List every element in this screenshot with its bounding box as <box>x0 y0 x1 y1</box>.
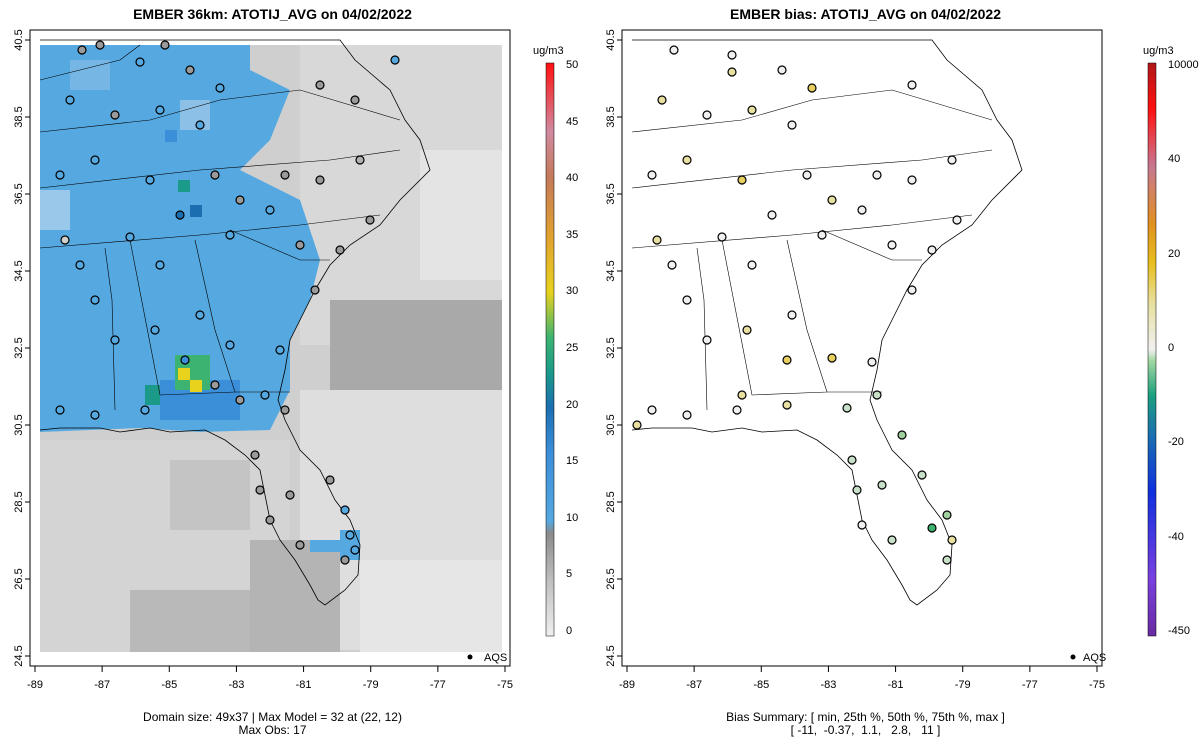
x-tick-label: -87 <box>94 679 110 691</box>
colorbar-tick-label: -20 <box>1168 436 1184 449</box>
left-colorbar-unit: ug/m3 <box>533 45 564 57</box>
colorbar-tick-label: 10 <box>566 511 579 524</box>
x-tick-label: -79 <box>363 679 379 691</box>
colorbar-tick-label: 10000 <box>1168 59 1199 71</box>
x-tick-label: -77 <box>1022 679 1038 691</box>
y-tick-label: 30.5 <box>605 414 617 435</box>
right-axes: 40.5 38.5 36.5 34.5 32.5 30.5 28.5 26.5 24.5 -89 -… <box>605 29 1105 691</box>
y-tick-label: 34.5 <box>605 260 617 281</box>
y-tick-label: 36.5 <box>605 183 617 204</box>
y-tick-label: 36.5 <box>13 183 25 204</box>
right-caption-line1: Bias Summary: [ min, 25th %, 50th %, 75t… <box>726 710 1005 724</box>
y-tick-label: 40.5 <box>13 29 25 50</box>
y-tick-label: 26.5 <box>605 568 617 589</box>
y-tick-label: 40.5 <box>605 29 617 50</box>
left-colorbar <box>545 62 555 637</box>
y-tick-label: 32.5 <box>13 337 25 358</box>
x-tick-label: -81 <box>296 679 312 691</box>
y-tick-label: 38.5 <box>605 106 617 127</box>
colorbar-tick-label: 35 <box>566 228 579 241</box>
left-caption-line2: Max Obs: 17 <box>238 723 307 737</box>
colorbar-tick-label: 20 <box>566 398 579 411</box>
left-legend-dot <box>467 654 473 660</box>
x-tick-label: -87 <box>686 679 702 691</box>
x-tick-label: -81 <box>888 679 904 691</box>
right-panel-title: EMBER bias: ATOTIJ_AVG on 04/02/2022 <box>729 6 1002 22</box>
right-caption-line2: [ -11, -0.37, 1.1, 2.8, 11 ] <box>790 723 941 737</box>
left-panel-title: EMBER 36km: ATOTIJ_AVG on 04/02/2022 <box>133 6 412 22</box>
x-tick-label: -83 <box>228 679 244 691</box>
right-colorbar-unit: ug/m3 <box>1143 45 1174 57</box>
colorbar-tick-label: 20 <box>1168 247 1181 260</box>
colorbar-tick-label: 45 <box>566 115 579 128</box>
x-tick-label: -75 <box>497 679 513 691</box>
y-tick-label: 24.5 <box>13 645 25 666</box>
right-legend-dot <box>1070 654 1076 660</box>
colorbar-tick-label: 50 <box>566 59 579 71</box>
right-colorbar <box>1147 62 1157 637</box>
colorbar-tick-label: 0 <box>566 625 573 637</box>
colorbar-tick-label: 30 <box>566 285 579 298</box>
left-obs-points <box>55 40 400 565</box>
colorbar-tick-label: 5 <box>566 568 573 581</box>
colorbar-tick-label: 0 <box>1168 342 1175 354</box>
x-tick-label: -89 <box>27 679 43 691</box>
y-tick-label: 28.5 <box>605 491 617 512</box>
y-tick-label: 38.5 <box>13 106 25 127</box>
colorbar-tick-label: 40 <box>566 172 579 185</box>
x-tick-label: -83 <box>820 679 836 691</box>
y-tick-label: 24.5 <box>605 645 617 666</box>
x-tick-label: -89 <box>619 679 635 691</box>
x-tick-label: -77 <box>430 679 446 691</box>
y-tick-label: 34.5 <box>13 260 25 281</box>
right-bias-map <box>631 39 1076 660</box>
x-tick-label: -75 <box>1089 679 1105 691</box>
left-caption-line1: Domain size: 49x37 | Max Model = 32 at (… <box>143 710 402 724</box>
y-tick-label: 30.5 <box>13 414 25 435</box>
colorbar-tick-label: -40 <box>1168 530 1184 543</box>
colorbar-tick-label: -450 <box>1168 625 1191 637</box>
colorbar-tick-label: 15 <box>566 455 579 468</box>
left-axes: 40.5 38.5 36.5 34.5 32.5 30.5 28.5 26.5 24.5 -89 -… <box>13 29 513 691</box>
left-model-field <box>39 39 502 660</box>
right-legend-label: AQS <box>1083 652 1106 664</box>
colorbar-tick-label: 40 <box>1168 153 1181 166</box>
left-legend-label: AQS <box>484 652 507 664</box>
x-tick-label: -85 <box>161 679 177 691</box>
x-tick-label: -85 <box>753 679 769 691</box>
colorbar-tick-label: 25 <box>566 342 579 354</box>
y-tick-label: 26.5 <box>13 568 25 589</box>
y-tick-label: 32.5 <box>605 337 617 358</box>
y-tick-label: 28.5 <box>13 491 25 512</box>
x-tick-label: -79 <box>955 679 971 691</box>
right-bias-points <box>632 45 962 565</box>
